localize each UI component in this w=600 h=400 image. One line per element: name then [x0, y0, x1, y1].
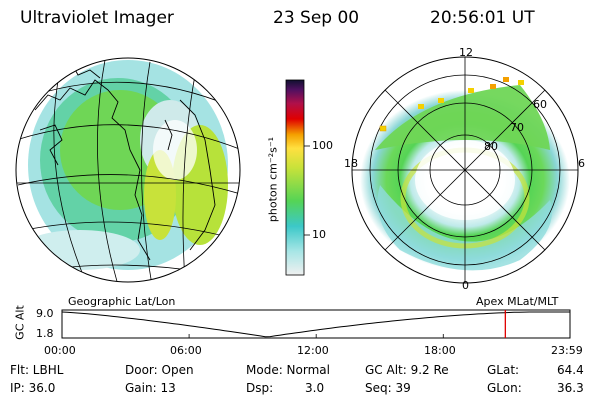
- status-gain: Gain: 13: [125, 381, 176, 395]
- mlt-label-0: 0: [462, 279, 469, 292]
- apex-caption: Apex MLat/MLT: [476, 295, 559, 308]
- timeline-axis-label: GC Alt: [13, 305, 27, 340]
- status-mode: Mode: Normal: [246, 363, 330, 377]
- status-glat-value: 64.4: [557, 363, 584, 377]
- timeline-xlabel-2359: 23:59: [551, 344, 583, 357]
- mlat-label-80: 80: [484, 140, 498, 153]
- mlt-label-6: 6: [578, 157, 585, 170]
- mlt-label-12: 12: [459, 46, 473, 59]
- status-flt: Flt: LBHL: [10, 363, 64, 377]
- timeline-xlabel-0600: 06:00: [170, 344, 202, 357]
- timeline-ylabel-bottom: 1.8: [36, 327, 54, 340]
- timeline-xlabel-0000: 00:00: [44, 344, 76, 357]
- colorbar-unit-label: photon cm⁻²s⁻¹: [266, 136, 280, 223]
- timeline-xlabel-1800: 18:00: [424, 344, 456, 357]
- title: Ultraviolet Imager: [20, 8, 174, 28]
- status-ip: IP: 36.0: [10, 381, 56, 395]
- timeline-ylabel-top: 9.0: [36, 307, 54, 320]
- status-gc-alt: GC Alt: 9.2 Re: [365, 363, 449, 377]
- colorbar: [285, 79, 310, 276]
- status-glon-label: GLon:: [487, 381, 522, 395]
- timeline-xlabel-1200: 12:00: [297, 344, 329, 357]
- bright-spots: [379, 77, 524, 132]
- mlat-label-60: 60: [533, 98, 547, 111]
- status-dsp-value: 3.0: [305, 381, 325, 395]
- mlt-label-18: 18: [344, 157, 358, 170]
- geographic-map: [15, 57, 241, 283]
- date: 23 Sep 00: [273, 8, 360, 28]
- colorbar-tick-100: 100: [312, 139, 333, 152]
- geographic-caption: Geographic Lat/Lon: [68, 295, 176, 308]
- polar-map: [351, 56, 579, 284]
- time: 20:56:01 UT: [430, 8, 535, 28]
- status-seq: Seq: 39: [365, 381, 411, 395]
- status-glat-label: GLat:: [487, 363, 520, 377]
- timeline-plot: [61, 309, 571, 339]
- status-dsp-label: Dsp:: [246, 381, 274, 395]
- mlat-label-70: 70: [510, 121, 524, 134]
- status-door: Door: Open: [125, 363, 194, 377]
- colorbar-tick-10: 10: [312, 228, 326, 241]
- status-glon-value: 36.3: [557, 381, 584, 395]
